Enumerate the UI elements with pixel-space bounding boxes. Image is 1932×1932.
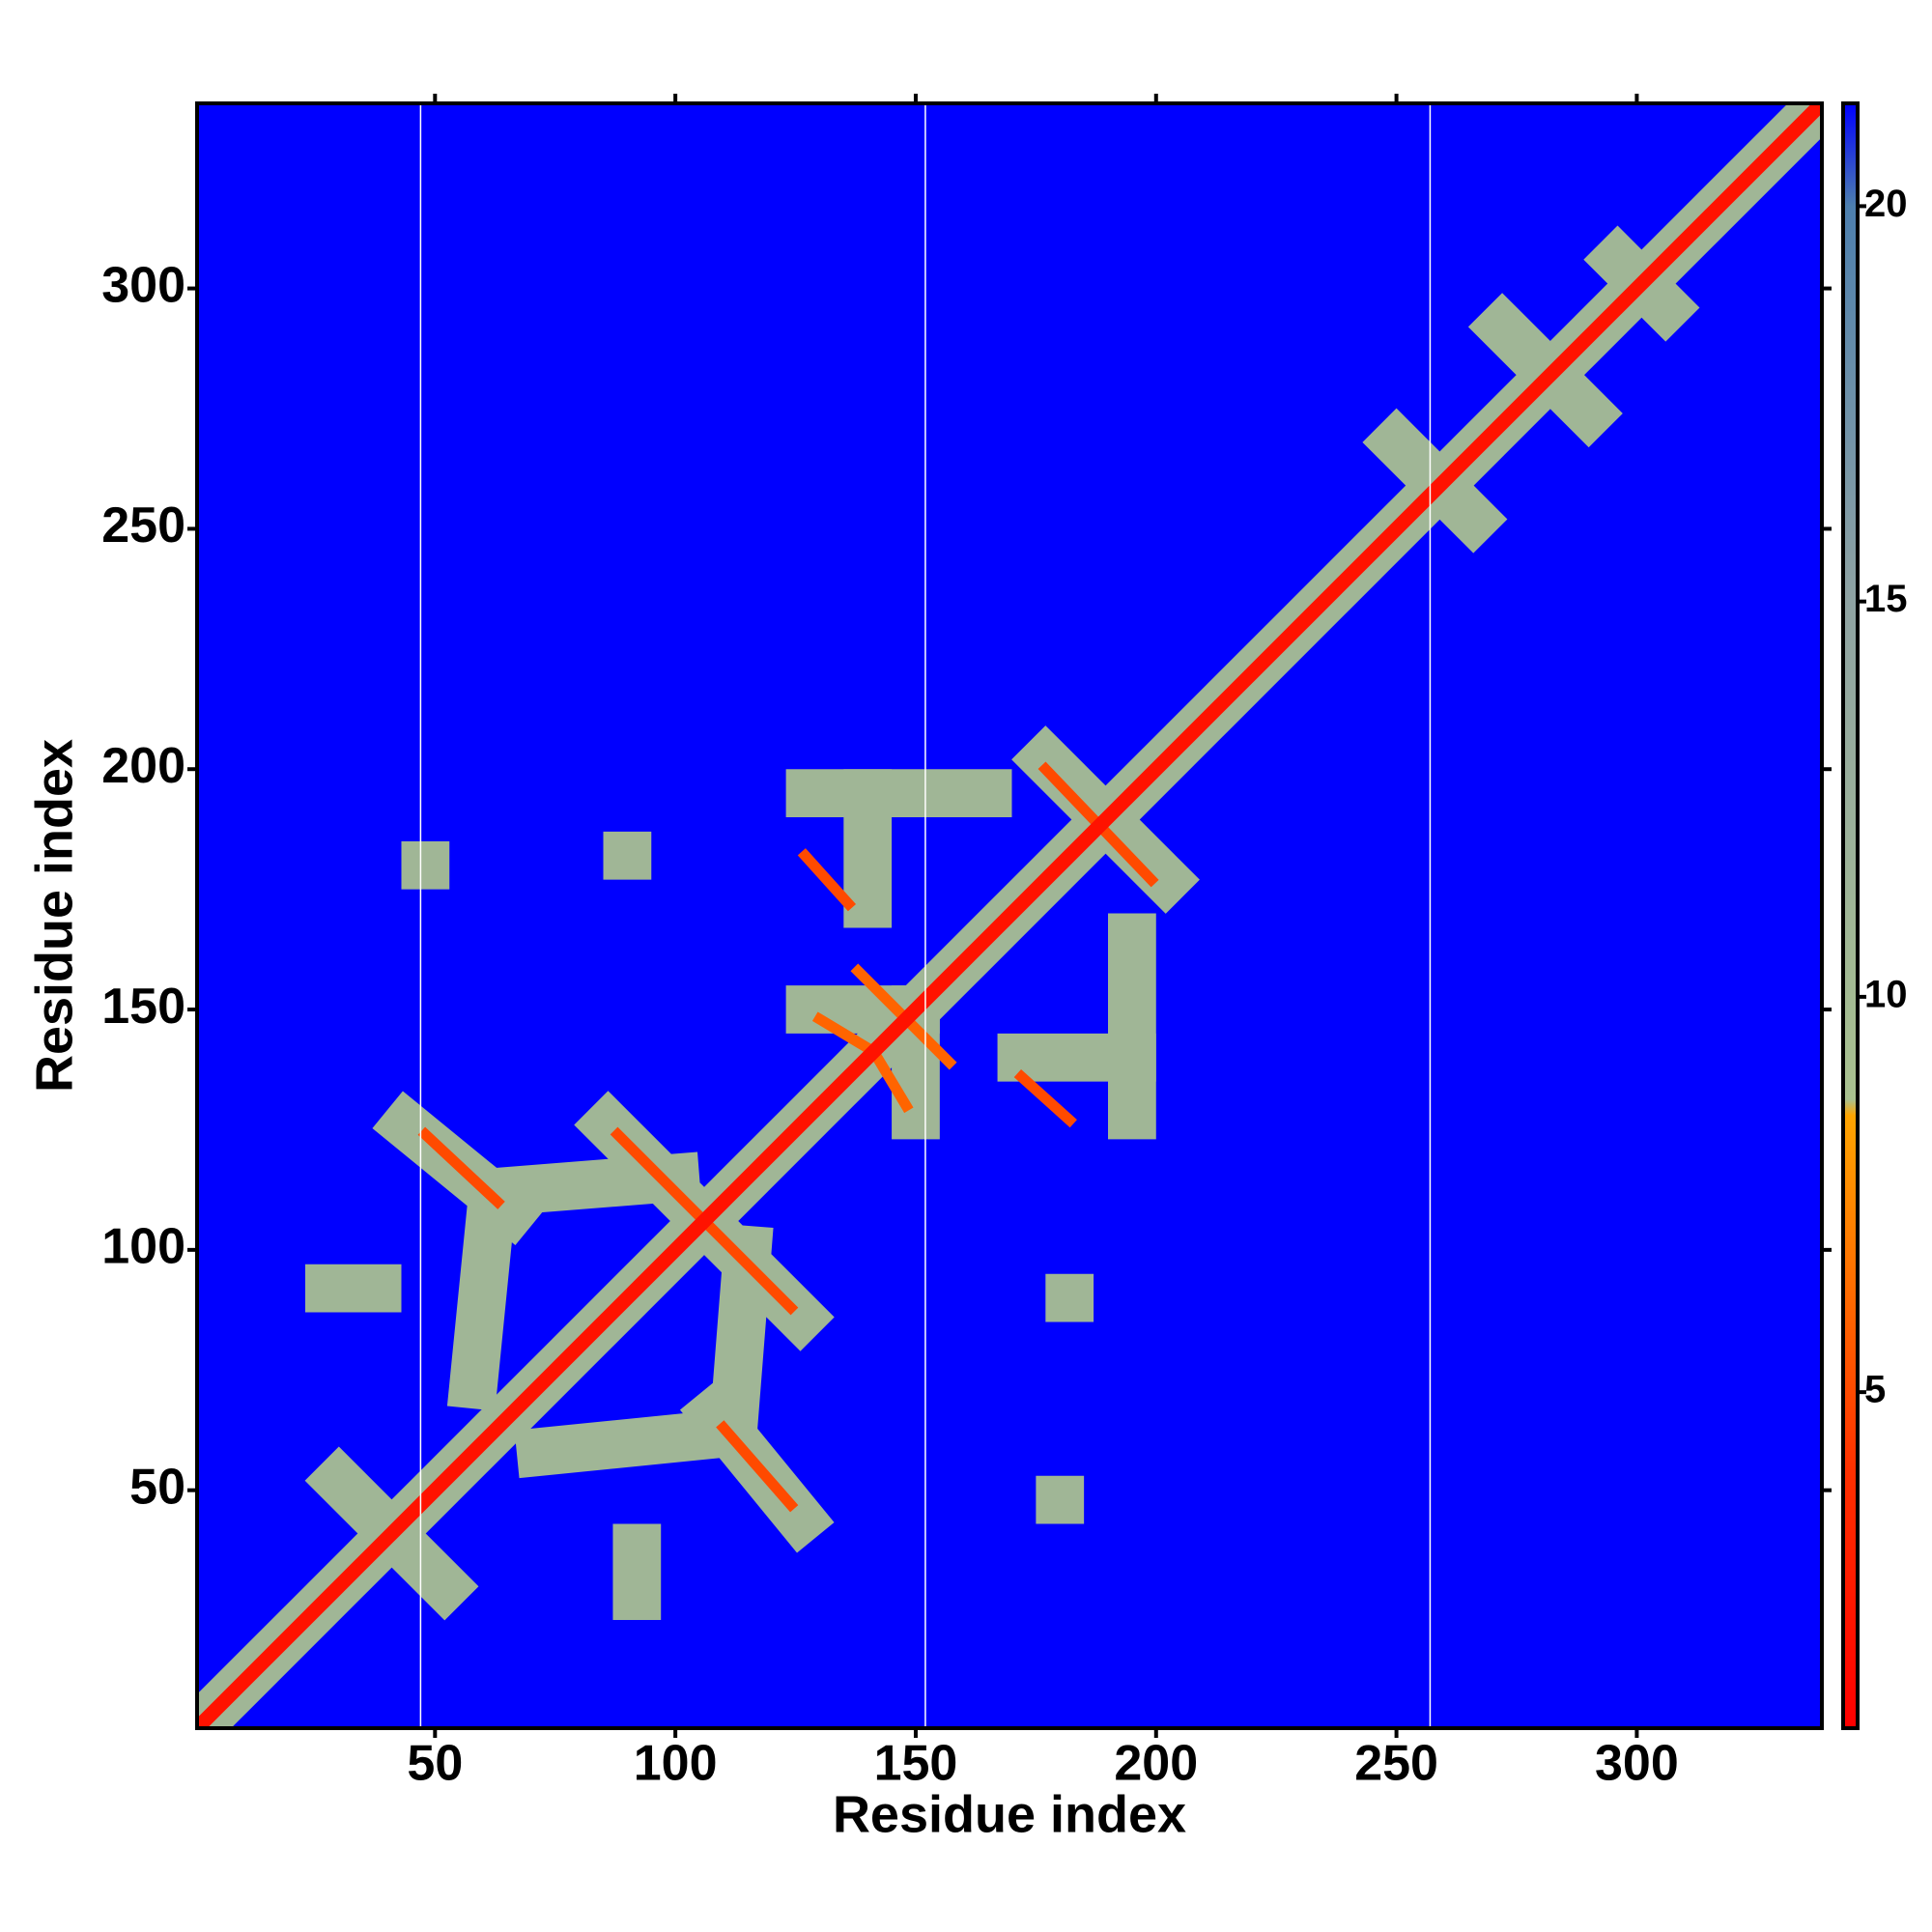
plot-frame [195, 101, 1824, 1730]
y-tick-label: 200 [101, 738, 185, 794]
y-tick-label: 100 [101, 1219, 185, 1275]
contact-band [467, 1151, 701, 1218]
contact-band [869, 1050, 914, 1114]
x-tick-label: 200 [1114, 1736, 1198, 1792]
contact-band [514, 1406, 760, 1479]
x-axis-label: Residue index [833, 1785, 1186, 1843]
x-tick-label: 250 [1354, 1736, 1438, 1792]
contact-band [797, 848, 857, 912]
y-tick-label: 50 [129, 1459, 185, 1515]
colorbar-tick-label: 5 [1864, 1369, 1886, 1411]
y-tick-label: 300 [101, 257, 185, 313]
y-tick-label: 250 [101, 497, 185, 554]
contact-band [707, 1224, 774, 1459]
contact-band [197, 103, 1822, 1728]
x-tick-label: 50 [407, 1736, 463, 1792]
contact-band [716, 1420, 799, 1513]
y-tick-label: 150 [101, 979, 185, 1035]
contact-band [811, 1011, 875, 1056]
contact-band [446, 1165, 520, 1411]
heatmap-cells [197, 103, 1822, 1728]
x-tick-label: 150 [874, 1736, 958, 1792]
colorbar [1841, 101, 1860, 1730]
contact-band [417, 1126, 505, 1209]
y-axis-label: Residue index [25, 739, 83, 1093]
x-tick-label: 300 [1595, 1736, 1679, 1792]
colorbar-tick-label: 10 [1864, 973, 1908, 1015]
x-tick-label: 100 [634, 1736, 718, 1792]
colorbar-tick-label: 15 [1864, 578, 1908, 620]
contact-band [1013, 1068, 1077, 1128]
colorbar-tick-label: 20 [1864, 183, 1908, 225]
